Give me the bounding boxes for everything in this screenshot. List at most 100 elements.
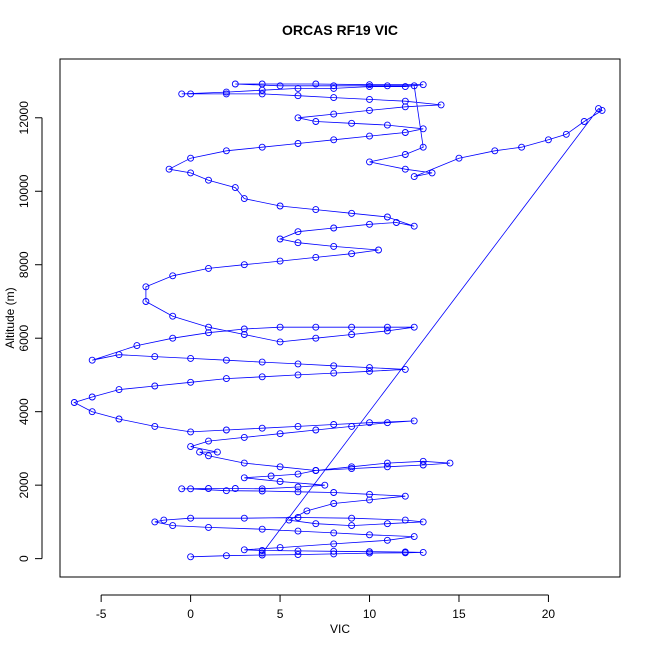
data-point bbox=[169, 334, 177, 342]
data-point bbox=[401, 129, 409, 136]
data-point bbox=[196, 448, 204, 456]
data-point bbox=[88, 408, 96, 416]
data-point bbox=[401, 516, 409, 524]
data-point bbox=[222, 147, 230, 155]
data-point bbox=[419, 457, 427, 465]
data-point bbox=[160, 516, 168, 524]
data-point bbox=[455, 154, 463, 162]
data-point bbox=[383, 327, 391, 335]
data-point bbox=[383, 463, 391, 471]
data-point bbox=[410, 533, 418, 541]
data-point bbox=[178, 90, 186, 98]
data-point bbox=[285, 516, 293, 524]
data-point bbox=[366, 419, 373, 427]
data-point bbox=[205, 329, 212, 337]
data-point bbox=[294, 114, 302, 122]
data-point bbox=[222, 487, 230, 495]
data-point bbox=[169, 522, 177, 530]
data-point bbox=[258, 424, 266, 432]
data-point bbox=[258, 487, 266, 495]
chart-title: ORCAS RF19 VIC bbox=[282, 22, 398, 38]
data-point bbox=[294, 527, 302, 535]
data-point bbox=[383, 121, 391, 129]
data-point bbox=[383, 536, 391, 544]
data-point bbox=[375, 246, 382, 254]
data-point bbox=[595, 105, 602, 113]
data-point bbox=[312, 206, 320, 214]
series-line bbox=[73, 83, 603, 558]
data-point bbox=[366, 548, 373, 556]
data-point bbox=[205, 323, 212, 331]
y-tick-label: 0 bbox=[17, 555, 31, 562]
data-point bbox=[419, 461, 427, 469]
data-point bbox=[231, 485, 239, 492]
data-point bbox=[366, 158, 373, 166]
data-point bbox=[348, 422, 356, 430]
data-point bbox=[321, 481, 329, 489]
data-point bbox=[348, 323, 356, 331]
data-point bbox=[294, 514, 302, 521]
data-point bbox=[348, 250, 356, 258]
data-point bbox=[330, 529, 338, 537]
data-point bbox=[330, 82, 338, 90]
data-point bbox=[562, 130, 570, 138]
data-point bbox=[88, 393, 96, 401]
data-point bbox=[258, 358, 266, 366]
data-point bbox=[366, 83, 373, 91]
data-point bbox=[428, 169, 436, 177]
x-tick-label: 0 bbox=[187, 607, 194, 621]
y-tick-label: 6000 bbox=[17, 325, 31, 352]
data-point bbox=[294, 360, 302, 368]
x-tick-label: -5 bbox=[96, 607, 107, 621]
data-point bbox=[115, 351, 123, 359]
data-point bbox=[580, 118, 588, 125]
data-point bbox=[258, 551, 266, 559]
data-point bbox=[151, 518, 159, 526]
data-point bbox=[187, 553, 195, 561]
data-point bbox=[419, 548, 427, 556]
data-point bbox=[205, 485, 212, 492]
data-point bbox=[312, 334, 320, 342]
data-point bbox=[303, 507, 311, 515]
data-point bbox=[258, 525, 266, 533]
data-point bbox=[419, 518, 427, 526]
data-point bbox=[348, 119, 356, 127]
data-point bbox=[187, 354, 195, 362]
y-tick-label: 12000 bbox=[17, 101, 31, 135]
data-point bbox=[133, 342, 141, 350]
data-point bbox=[330, 500, 338, 507]
data-point bbox=[366, 81, 373, 89]
x-tick-label: 5 bbox=[277, 607, 284, 621]
data-point bbox=[419, 125, 427, 133]
data-point bbox=[276, 430, 284, 438]
data-point bbox=[330, 136, 338, 144]
data-point bbox=[205, 437, 212, 445]
data-point bbox=[366, 490, 373, 498]
data-point bbox=[240, 474, 248, 482]
data-point bbox=[276, 202, 284, 210]
data-point bbox=[258, 549, 266, 557]
data-point bbox=[330, 421, 338, 428]
data-point bbox=[294, 371, 302, 379]
plot-frame bbox=[59, 58, 621, 578]
data-point bbox=[258, 90, 266, 98]
data-point bbox=[312, 426, 320, 434]
data-point bbox=[366, 106, 373, 114]
data-point bbox=[348, 465, 356, 473]
data-point bbox=[267, 472, 275, 480]
data-point bbox=[401, 365, 409, 373]
data-point bbox=[276, 257, 284, 265]
data-point bbox=[240, 195, 248, 203]
data-point bbox=[330, 84, 338, 92]
data-point bbox=[187, 169, 195, 177]
data-point bbox=[222, 356, 230, 364]
data-point bbox=[205, 523, 212, 531]
data-point bbox=[330, 94, 338, 102]
x-tick-label: 20 bbox=[542, 607, 556, 621]
data-point bbox=[276, 82, 284, 90]
data-point bbox=[294, 92, 302, 100]
data-point bbox=[330, 489, 338, 496]
data-point bbox=[330, 242, 338, 250]
data-point bbox=[294, 470, 302, 478]
data-point bbox=[437, 101, 445, 109]
